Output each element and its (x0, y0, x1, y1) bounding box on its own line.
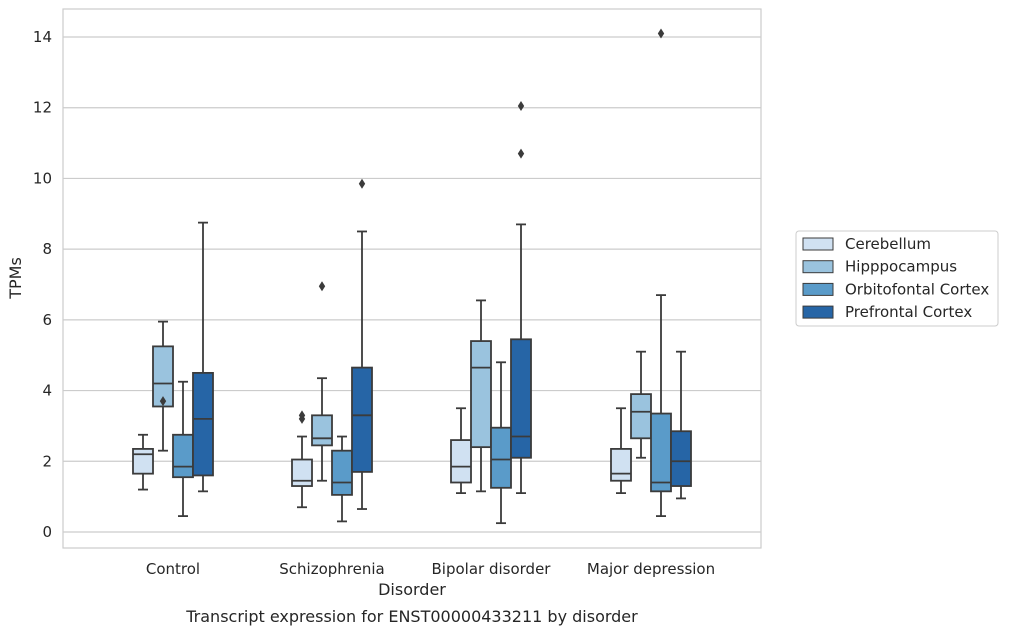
box-iqr (331, 449, 353, 496)
box-iqr (650, 412, 672, 493)
x-tick-label: Bipolar disorder (432, 560, 552, 578)
y-tick-label: 6 (42, 311, 52, 329)
box-control (172, 380, 194, 517)
y-axis-ticks: 0 2 4 6 8 10 12 14 (33, 28, 52, 541)
box-bipolar-disorder (490, 361, 512, 525)
outlier-point (318, 281, 326, 292)
box-schizophrenia (291, 410, 313, 509)
x-tick-label: Control (146, 560, 200, 578)
box-iqr (291, 458, 313, 487)
y-tick-label: 4 (42, 382, 52, 400)
box-iqr (670, 430, 692, 487)
legend-label: Cerebellum (845, 235, 931, 253)
legend-label: Orbitofontal Cortex (845, 280, 989, 298)
legend-label: Hipppocampus (845, 258, 957, 276)
box-major-depression (670, 350, 692, 500)
box-iqr (351, 366, 373, 473)
legend-swatch (802, 237, 834, 251)
box-schizophrenia (331, 435, 353, 523)
box-schizophrenia (311, 281, 333, 482)
box-iqr (132, 448, 154, 475)
y-tick-label: 14 (33, 28, 52, 46)
x-tick-label: Schizophrenia (279, 560, 384, 578)
legend-item: Cerebellum (802, 235, 931, 253)
x-axis-label: Disorder (378, 580, 446, 599)
box-iqr (192, 371, 214, 477)
x-tick-label: Major depression (587, 560, 715, 578)
legend-swatch (802, 282, 834, 296)
box-control (152, 320, 174, 452)
outlier-point (517, 148, 525, 159)
box-iqr (510, 338, 532, 459)
box-major-depression (650, 28, 672, 517)
series-hipppocampus (152, 281, 652, 493)
box-control (192, 221, 214, 493)
box-bipolar-disorder (450, 407, 472, 495)
legend-swatch (802, 305, 834, 319)
box-major-depression (610, 407, 632, 495)
box-series (132, 28, 692, 525)
series-cerebellum (132, 407, 632, 509)
y-tick-label: 10 (33, 169, 52, 187)
box-iqr (450, 439, 472, 484)
series-prefrontal-cortex (192, 100, 692, 510)
box-iqr (172, 433, 194, 479)
y-tick-label: 12 (33, 99, 52, 117)
chart-caption: Transcript expression for ENST0000043321… (185, 607, 638, 626)
y-tick-label: 2 (42, 452, 52, 470)
box-schizophrenia (351, 178, 373, 510)
legend-swatch (802, 260, 834, 274)
legend-label: Prefrontal Cortex (845, 303, 972, 321)
box-iqr (311, 414, 333, 447)
plot-area-frame (62, 8, 762, 549)
legend-item: Orbitofontal Cortex (802, 280, 989, 298)
box-bipolar-disorder (470, 299, 492, 493)
box-major-depression (630, 350, 652, 459)
series-orbitofontal-cortex (172, 28, 672, 525)
outlier-point (298, 410, 306, 421)
y-tick-label: 0 (42, 523, 52, 541)
outlier-point (159, 396, 167, 407)
box-iqr (610, 448, 632, 482)
legend-item: Hipppocampus (802, 258, 957, 276)
outlier-point (517, 100, 525, 111)
box-iqr (490, 426, 512, 489)
outlier-point (657, 28, 665, 39)
box-control (132, 433, 154, 491)
box-iqr (152, 345, 174, 408)
x-axis-ticks: Control Schizophrenia Bipolar disorder Majo… (146, 560, 715, 578)
y-axis-label: TPMs (6, 257, 25, 300)
legend: Cerebellum Hipppocampus Orbitofontal Corte… (795, 230, 999, 327)
outlier-point (358, 178, 366, 189)
box-iqr (470, 340, 492, 449)
legend-item: Prefrontal Cortex (802, 303, 972, 321)
box-bipolar-disorder (510, 100, 532, 495)
legend-frame (795, 230, 999, 327)
y-tick-label: 8 (42, 240, 52, 258)
box-iqr (630, 393, 652, 440)
